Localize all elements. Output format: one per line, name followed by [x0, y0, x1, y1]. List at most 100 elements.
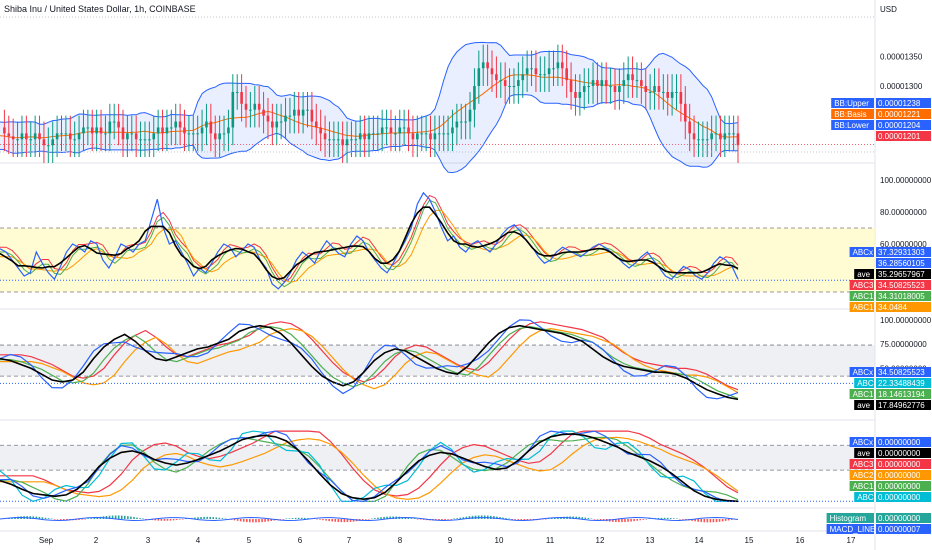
candle-body: [29, 139, 33, 141]
candle-body: [213, 133, 217, 140]
time-tick-label: 8: [398, 536, 403, 545]
chart-title: Shiba Inu / United States Dollar, 1h, CO…: [4, 4, 196, 14]
time-tick-label: 2: [94, 536, 99, 545]
histogram-bar: [453, 518, 455, 519]
candle-body: [582, 86, 586, 92]
value-label-value: 0.00000000: [878, 471, 921, 480]
value-label-value: 0.00001204: [878, 121, 921, 130]
histogram-pane[interactable]: [0, 515, 739, 523]
histogram-bar: [410, 518, 413, 519]
value-label-name-box: [849, 280, 874, 290]
histogram-bar: [514, 519, 516, 520]
candle-body: [73, 139, 76, 141]
histogram-bar: [53, 519, 56, 520]
histogram-bar: [145, 519, 147, 520]
value-label-name-box: [854, 378, 874, 388]
value-label-name-box: [831, 98, 874, 108]
value-label-name-box: [831, 120, 874, 130]
value-label-value: 34.50825523: [878, 281, 925, 290]
histogram-bar: [544, 519, 547, 520]
histogram-bar: [624, 519, 626, 523]
candle-body: [727, 133, 731, 135]
candle-body: [486, 62, 489, 69]
candle-body: [288, 115, 292, 117]
histogram-bar: [349, 519, 352, 522]
value-label-name-box: [849, 291, 874, 301]
histogram-bar: [316, 519, 318, 520]
time-axis[interactable]: Sep 2 3 4 5 6 7 8 9 10 11 12 13 14 15 16 17: [39, 536, 856, 545]
candle-body: [42, 139, 46, 146]
candle-body: [231, 91, 235, 128]
oscillator-2-pane[interactable]: [0, 319, 875, 401]
histogram-bar: [648, 518, 651, 519]
histogram-bar: [377, 517, 379, 519]
histogram-bar: [673, 518, 675, 519]
value-label-box: [876, 258, 931, 268]
candle-body: [363, 133, 366, 140]
value-label-box: [876, 291, 931, 301]
candle-body: [640, 80, 643, 87]
candle-body: [648, 91, 652, 93]
candle-body: [165, 127, 169, 134]
oscillator-3-pane[interactable]: [0, 430, 875, 503]
candle-body: [77, 133, 81, 140]
time-tick-label: 11: [546, 536, 555, 545]
candle-body: [380, 127, 384, 134]
candle-body: [407, 127, 410, 134]
histogram-bar: [252, 519, 254, 523]
candle-body: [556, 62, 560, 69]
value-label-name: ave: [857, 401, 870, 410]
price-pane[interactable]: [0, 16, 875, 174]
value-label-value: 0.00000000: [878, 493, 921, 502]
candle-body: [732, 133, 735, 135]
candle-body: [354, 139, 358, 141]
candle-body: [60, 133, 63, 135]
candle-body: [95, 127, 98, 134]
candle-body: [719, 133, 722, 140]
candle-body: [723, 133, 727, 140]
candle-body: [90, 127, 94, 134]
candle-body: [266, 115, 270, 122]
candle-body: [473, 86, 476, 110]
histogram-bar: [32, 516, 35, 519]
value-label-name: ave: [857, 270, 870, 279]
value-label-box: [876, 109, 931, 119]
candle-body: [156, 127, 160, 134]
candle-body: [539, 74, 542, 76]
value-label-name-box: [854, 448, 874, 458]
histogram-bar: [294, 517, 297, 519]
candle-body: [701, 139, 705, 141]
histogram-bar: [181, 519, 184, 520]
time-tick-label: 15: [745, 536, 754, 545]
value-label-name: ABCx: [853, 248, 873, 257]
candle-body: [635, 80, 639, 82]
value-label-value: 36.28560105: [878, 259, 925, 268]
candle-body: [55, 133, 59, 140]
histogram-bar: [666, 517, 669, 519]
candle-body: [653, 86, 656, 92]
histogram-bar: [685, 519, 687, 520]
value-label-name-box: [849, 459, 874, 469]
candle-body: [626, 74, 630, 81]
histogram-bar: [291, 518, 294, 519]
histogram-bar: [441, 519, 443, 521]
histogram-bar: [599, 519, 602, 521]
value-label-name: ABC1: [853, 390, 874, 399]
value-label-name-box: [849, 302, 874, 312]
candle-body: [512, 86, 516, 88]
histogram-bar: [557, 517, 559, 519]
histogram-bar: [331, 519, 333, 522]
histogram-bar: [627, 519, 629, 522]
candle-body: [631, 74, 634, 81]
histogram-bar: [35, 516, 38, 519]
candle-body: [367, 133, 371, 140]
candle-body: [271, 121, 274, 128]
value-label-name: ABC1: [853, 482, 874, 491]
candle-body: [64, 133, 68, 135]
oscillator-1-pane[interactable]: [0, 191, 875, 293]
histogram-bar: [209, 516, 211, 519]
histogram-bar: [505, 518, 507, 519]
value-label-name-box: [849, 470, 874, 480]
histogram-bar: [416, 519, 419, 520]
value-label-name: ABC2: [853, 471, 874, 480]
